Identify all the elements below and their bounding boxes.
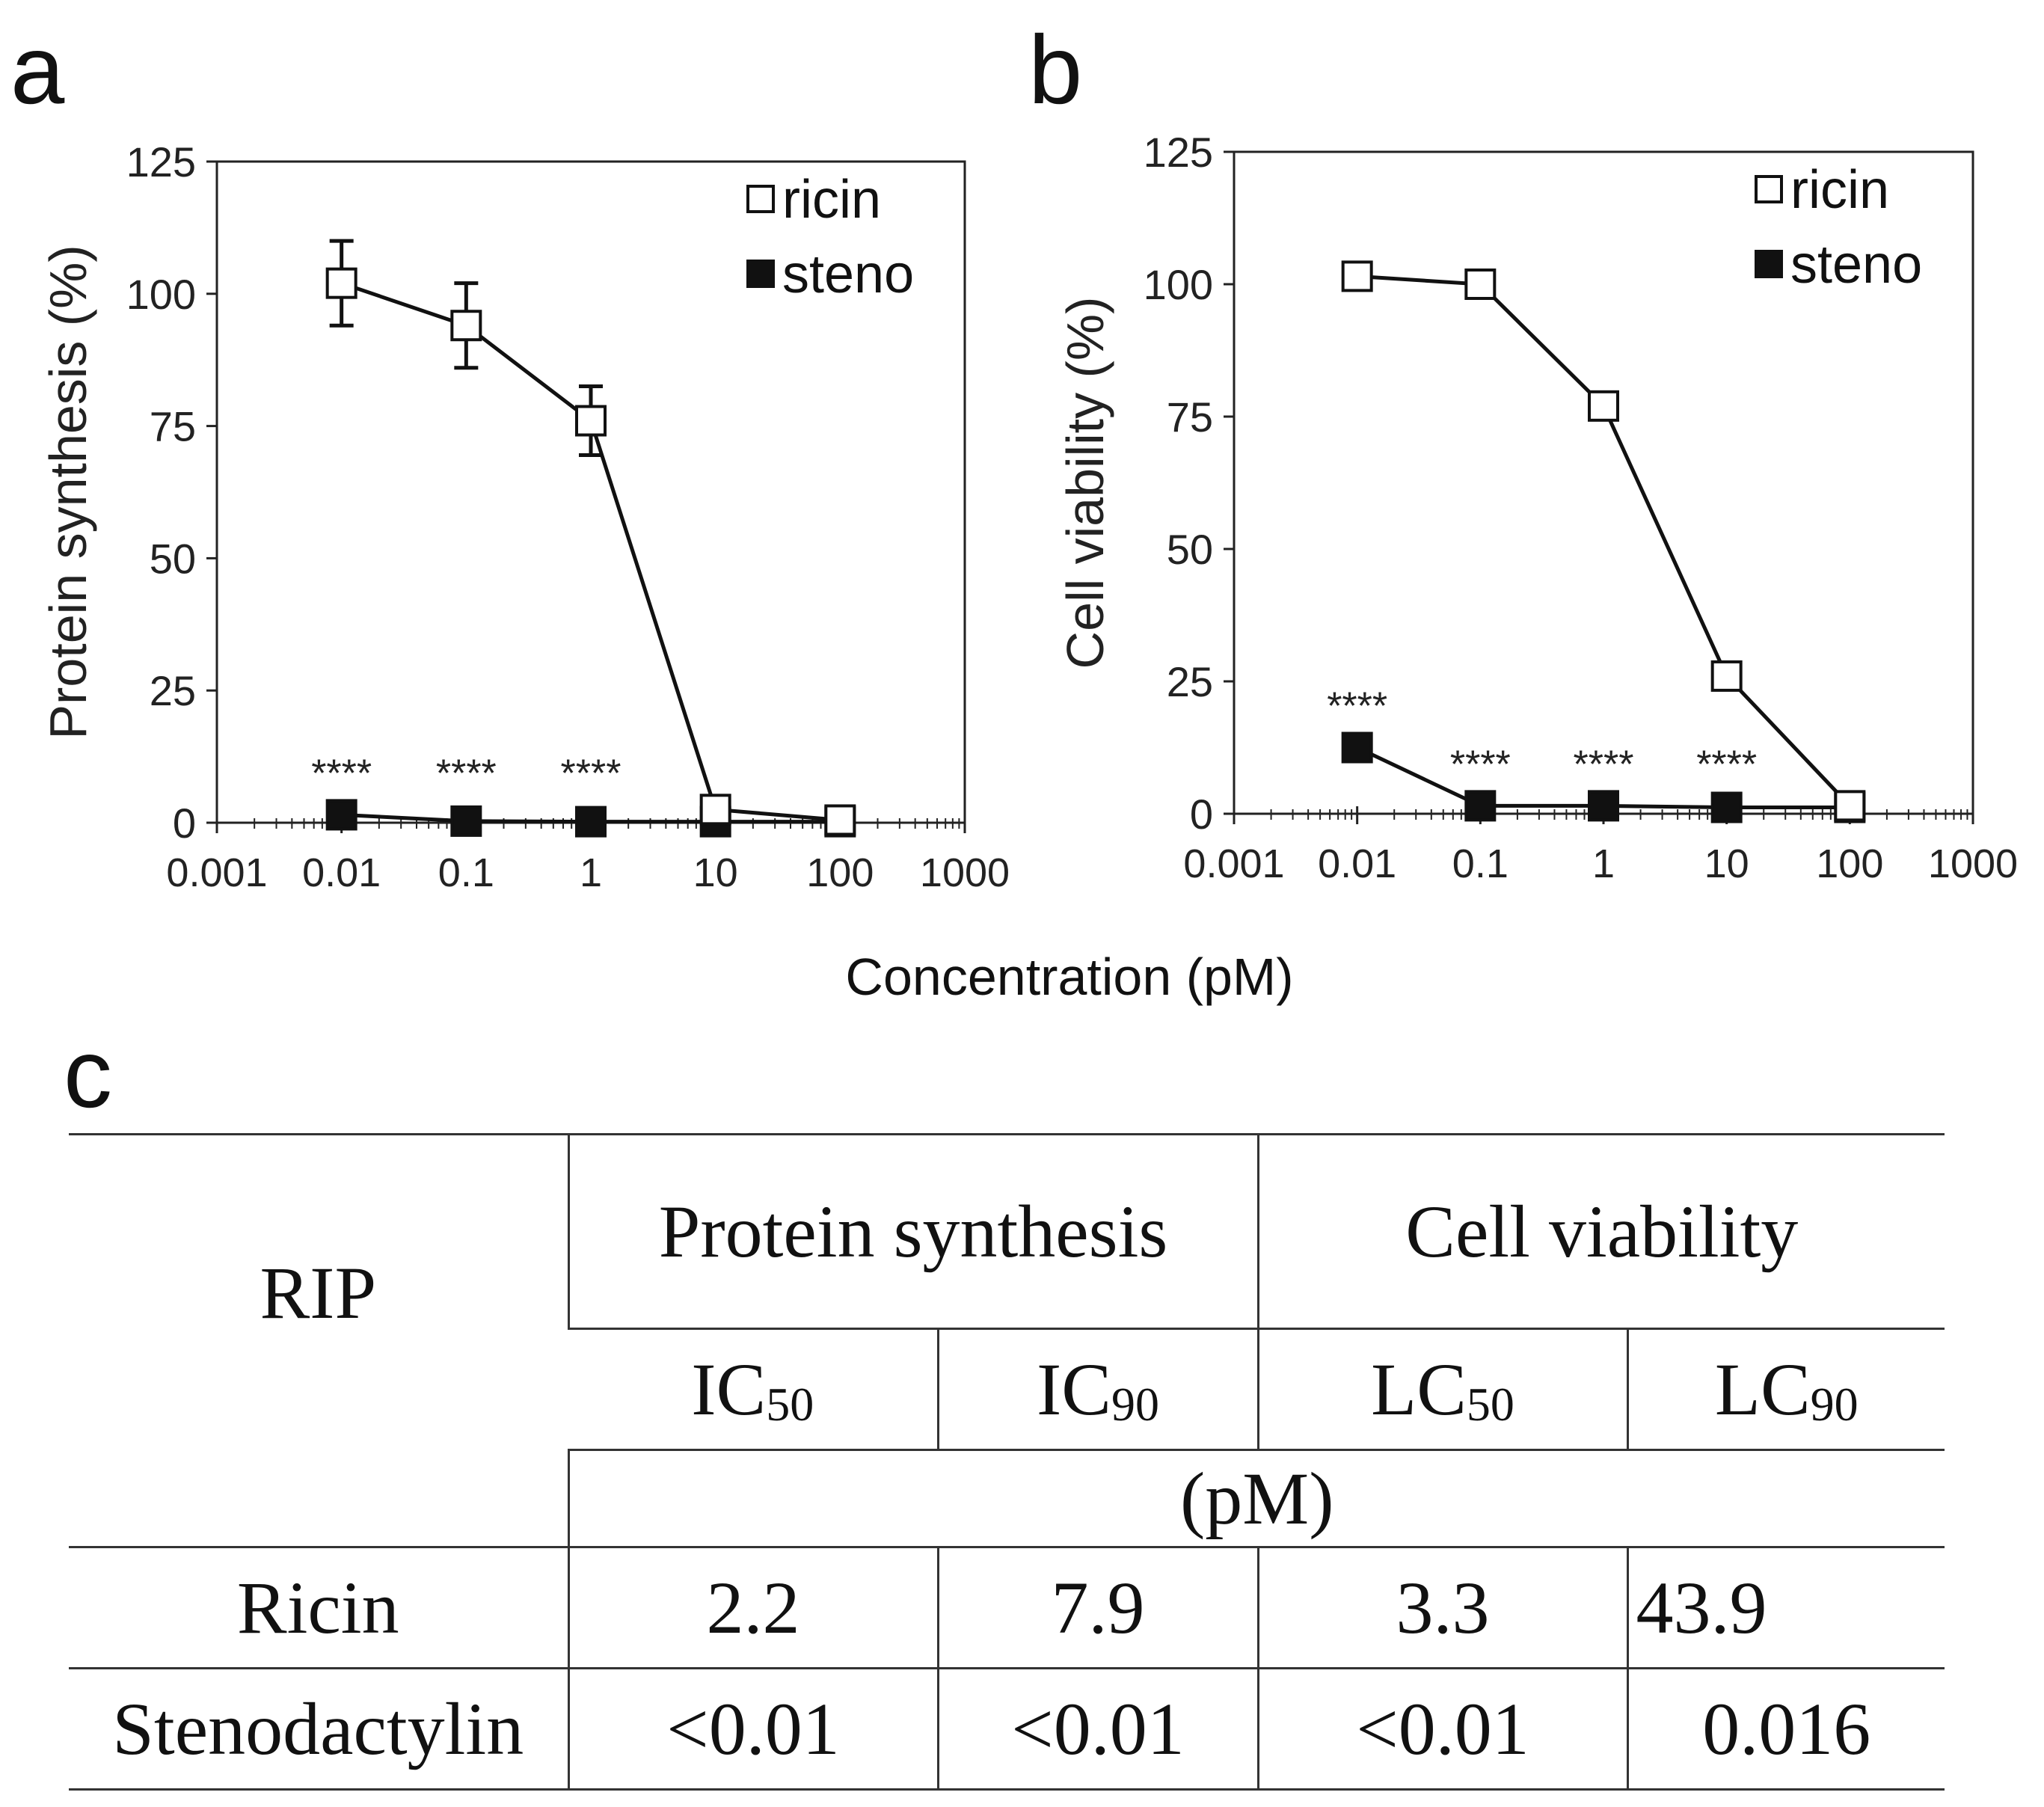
b-legend-marker-steno <box>1755 250 1783 278</box>
a-legend-label-ricin: ricin <box>782 170 881 230</box>
a-y-axis-label: Protein synthesis (%) <box>39 245 97 739</box>
b-series-steno-point <box>1588 790 1619 822</box>
a-legend-label-steno: steno <box>782 245 914 304</box>
b-series-ricin-point <box>1710 660 1743 692</box>
row-ricin-ic50: 2.2 <box>567 1546 938 1669</box>
chart-a-protein-synthesis: 0 25 50 75 100 125 0.001 0.01 0.1 1 10 100 1000 Prote… <box>39 138 1010 895</box>
b-y-tick-label: 125 <box>1144 129 1213 176</box>
b-x-tick-label: 10 <box>1704 841 1749 886</box>
panel-label-c: c <box>64 1019 112 1128</box>
a-series-ricin-point <box>325 267 357 299</box>
b-series-ricin-point <box>1588 390 1619 422</box>
row-ricin-name: Ricin <box>69 1546 568 1669</box>
b-x-tick-label: 1 <box>1592 841 1615 886</box>
x-axis-label: Concentration (pM) <box>845 948 1293 1006</box>
row-steno-ic50: <0.01 <box>567 1667 938 1791</box>
a-significance-label: **** <box>436 752 497 795</box>
b-x-tick-label: 0.01 <box>1318 841 1396 886</box>
b-x-tick-label: 100 <box>1816 841 1883 886</box>
b-x-tick-label: 1000 <box>1928 841 2018 886</box>
header-lc90: LC90 <box>1626 1328 1945 1450</box>
header-rip: RIP <box>69 1133 568 1450</box>
a-x-tick-label: 10 <box>693 850 738 895</box>
header-cell-viability: Cell viability <box>1256 1133 1945 1329</box>
b-y-tick-label: 50 <box>1167 526 1213 573</box>
b-series-ricin-point <box>1341 260 1373 292</box>
a-x-tick-label: 1000 <box>920 850 1010 895</box>
row-steno-lc90: 0.016 <box>1626 1667 1945 1791</box>
a-y-tick-label: 75 <box>150 403 196 450</box>
a-series-ricin-point <box>450 310 482 342</box>
b-series-ricin-point <box>1464 269 1497 300</box>
header-lc50: LC50 <box>1256 1328 1628 1450</box>
a-series-ricin-point <box>824 804 856 836</box>
a-y-tick-label: 50 <box>150 535 196 582</box>
b-series-steno-point <box>1710 791 1743 823</box>
row-ricin-lc90: 43.9 <box>1626 1546 1945 1669</box>
b-y-tick-label: 75 <box>1167 393 1213 441</box>
b-series-ricin-point <box>1834 790 1866 822</box>
chart-b-cell-viability: 0 25 50 75 100 125 0.001 0.01 0.1 1 10 100 1000 Cell … <box>1056 129 2018 886</box>
a-series-steno-point <box>450 805 482 837</box>
a-x-tick-label: 1 <box>580 850 602 895</box>
row-steno-lc50: <0.01 <box>1256 1667 1628 1791</box>
b-legend-marker-ricin <box>1755 175 1783 203</box>
a-series-ricin-point <box>699 794 731 826</box>
b-significance-label: **** <box>1450 743 1511 786</box>
a-x-tick-label: 100 <box>806 850 874 895</box>
b-significance-label: **** <box>1327 684 1387 728</box>
a-series-ricin-line <box>340 281 841 822</box>
b-legend-label-ricin: ricin <box>1790 160 1889 220</box>
panel-label-a: a <box>10 15 65 124</box>
b-y-tick-label: 100 <box>1144 261 1213 308</box>
b-legend-label-steno: steno <box>1790 235 1922 295</box>
b-series-steno-point <box>1464 790 1497 822</box>
row-ricin-lc50: 3.3 <box>1256 1546 1628 1669</box>
a-significance-label: **** <box>561 752 622 795</box>
a-y-tick-label: 0 <box>173 800 196 847</box>
header-ic90: IC90 <box>936 1328 1259 1450</box>
header-protein-synthesis: Protein synthesis <box>567 1133 1259 1329</box>
b-series-steno-point <box>1341 731 1373 764</box>
header-rip-spacer <box>69 1450 568 1547</box>
a-y-tick-label: 100 <box>126 271 196 318</box>
a-legend-marker-ricin <box>746 185 775 213</box>
a-y-tick-label: 25 <box>150 667 196 714</box>
a-y-tick-label: 125 <box>126 138 196 185</box>
b-significance-label: **** <box>1574 743 1634 786</box>
a-x-tick-label: 0.01 <box>302 850 381 895</box>
b-significance-label: **** <box>1696 743 1757 786</box>
row-steno-name: Stenodactylin <box>69 1667 568 1791</box>
a-series-steno-point <box>575 806 607 838</box>
a-legend-marker-steno <box>746 260 775 288</box>
b-y-tick-label: 25 <box>1167 658 1213 705</box>
b-y-axis-label: Cell viability (%) <box>1056 297 1114 669</box>
row-ricin-ic90: 7.9 <box>936 1546 1259 1669</box>
panel-label-b: b <box>1028 15 1083 124</box>
b-series-ricin-line <box>1357 274 1852 808</box>
b-x-tick-label: 0.1 <box>1452 841 1509 886</box>
a-x-tick-label: 0.1 <box>438 850 494 895</box>
b-y-tick-label: 0 <box>1190 791 1213 838</box>
a-x-tick-label: 0.001 <box>166 850 267 895</box>
b-x-tick-label: 0.001 <box>1183 841 1284 886</box>
header-ic50: IC50 <box>568 1328 938 1450</box>
row-steno-ic90: <0.01 <box>936 1667 1259 1791</box>
a-significance-label: **** <box>311 752 372 795</box>
a-series-steno-point <box>325 799 357 831</box>
header-unit: (pM) <box>567 1449 1945 1547</box>
a-series-ricin-point <box>575 405 607 437</box>
ic-lc-table: RIP Protein synthesis Cell viability IC5… <box>69 1133 1945 1791</box>
